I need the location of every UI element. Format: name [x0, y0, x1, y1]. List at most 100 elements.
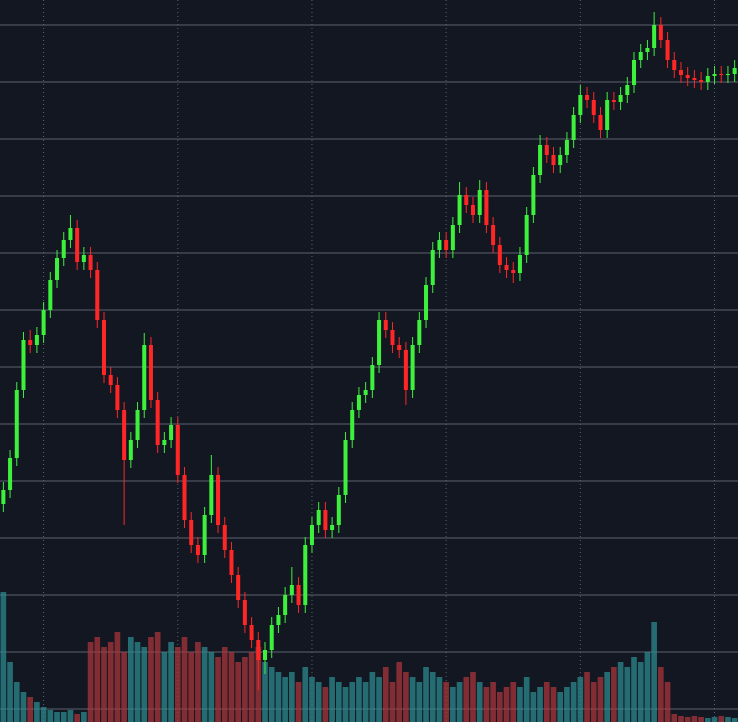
volume-bar [584, 672, 590, 722]
volume-bar [208, 652, 215, 722]
volume-bar [617, 662, 624, 722]
candle-body [108, 375, 113, 385]
candle-body [685, 75, 690, 78]
volume-bar [369, 672, 376, 722]
volume-bar [148, 637, 154, 722]
candle-body [457, 195, 462, 225]
candles [1, 12, 737, 690]
candle-body [591, 100, 596, 115]
volume-bar [282, 677, 288, 722]
volume-bar [235, 662, 241, 722]
candle-body [182, 475, 187, 520]
volume-bar [456, 682, 463, 722]
candle-body [296, 585, 301, 605]
candle-body [692, 78, 697, 80]
volume-bar [40, 707, 47, 722]
volume-bar [476, 682, 483, 722]
volume-bar [497, 692, 503, 722]
volume-bar [242, 657, 248, 722]
candle-body [155, 400, 160, 445]
volume-bar [590, 682, 597, 722]
candle-body [283, 595, 288, 615]
candle-body [497, 245, 502, 265]
candle-body [417, 320, 422, 345]
volume-bar [389, 682, 396, 722]
candle-body [477, 190, 482, 215]
candle-body [330, 525, 335, 530]
volume-bar [215, 657, 221, 722]
volume-bar [201, 647, 208, 722]
candle-body [564, 140, 569, 155]
candle-body [142, 345, 147, 410]
volume-bar [121, 652, 127, 722]
candle-body [269, 625, 274, 650]
candle-body [128, 440, 133, 460]
volume-bar [34, 702, 40, 722]
volume-bar [523, 677, 530, 722]
candle-body [356, 395, 361, 410]
candle-body [222, 525, 227, 550]
candle-body [484, 190, 489, 225]
candle-body [705, 76, 710, 82]
candle-body [712, 74, 717, 76]
candle-body [524, 215, 529, 255]
volume-bar [530, 692, 537, 722]
candle-body [289, 585, 294, 595]
candle-body [1, 490, 6, 504]
volume-bar [174, 647, 181, 722]
candle-body [625, 85, 630, 95]
candle-body [21, 340, 26, 390]
volume-bar [329, 677, 335, 722]
volume-bar [47, 710, 54, 722]
volume-bar [550, 687, 557, 722]
volume-bar [141, 647, 148, 722]
volume-bar [564, 687, 570, 722]
candle-body [101, 320, 107, 375]
candle-body [162, 440, 167, 445]
volume-bar [631, 657, 637, 722]
candle-body [665, 40, 670, 60]
candle-body [397, 345, 402, 350]
candle-body [135, 410, 140, 440]
volume-bar [114, 632, 121, 722]
volume-bar [13, 682, 20, 722]
candle-body [377, 320, 382, 365]
candle-body [242, 600, 247, 625]
candle-body [8, 458, 13, 490]
volume-bar [396, 662, 403, 722]
volume-bar [409, 677, 416, 722]
volume-bar [74, 714, 80, 722]
candle-body [504, 265, 509, 270]
volume-bar [651, 622, 657, 722]
candle-body [638, 52, 643, 60]
candle-body [699, 80, 704, 82]
volume-bar [322, 687, 329, 722]
volume-bar [134, 642, 141, 722]
volume-bar [221, 647, 228, 722]
volume-bar [503, 687, 510, 722]
volume-bar [537, 687, 543, 722]
candle-body [725, 74, 730, 75]
candle-body [249, 625, 254, 640]
candle-body [343, 440, 348, 495]
candle-body [672, 60, 677, 70]
volume-bar [671, 714, 678, 722]
volume-bar [443, 682, 449, 722]
volume-bar [128, 637, 134, 722]
candle-body [55, 258, 60, 280]
candle-body [578, 95, 583, 115]
candle-body [517, 255, 522, 273]
volume-bar [195, 642, 201, 722]
volume-bar [154, 632, 161, 722]
volume-bar [315, 682, 322, 722]
candle-body [390, 330, 395, 345]
candle-body [262, 650, 268, 660]
candle-body [611, 100, 616, 102]
volume-bar [403, 672, 409, 722]
candle-body [531, 175, 536, 215]
volume-bar [382, 667, 389, 722]
volume-pane [0, 592, 738, 722]
candle-body [256, 640, 261, 660]
